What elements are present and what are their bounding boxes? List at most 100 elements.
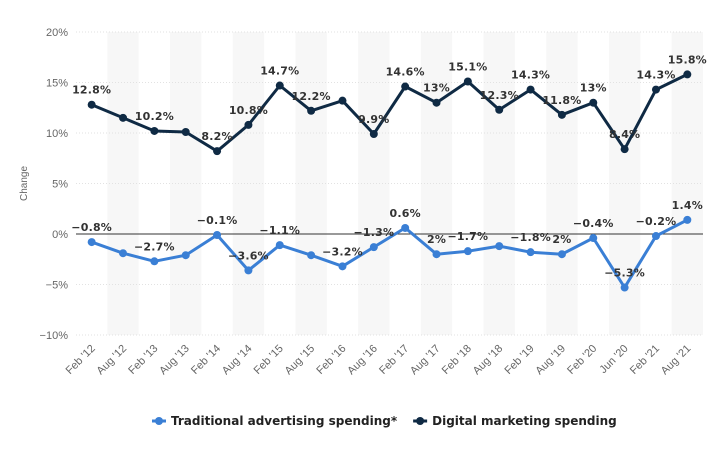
data-point[interactable] [589, 98, 598, 107]
data-point[interactable] [275, 241, 284, 250]
x-tick-label: Feb '16 [314, 343, 348, 377]
data-point[interactable] [338, 262, 347, 271]
data-label: 14.6% [386, 66, 425, 79]
data-point[interactable] [432, 250, 441, 259]
x-tick-label: Feb '17 [377, 343, 411, 377]
data-point[interactable] [683, 70, 692, 79]
data-point[interactable] [150, 126, 159, 135]
x-tick-label: Aug '16 [345, 343, 380, 378]
band [295, 32, 327, 335]
series-line-1 [90, 72, 689, 153]
data-point[interactable] [401, 82, 410, 91]
data-point[interactable] [307, 251, 316, 260]
data-label: 14.3% [511, 69, 550, 82]
data-point[interactable] [275, 81, 284, 90]
x-tick-label: Feb '18 [440, 343, 474, 377]
data-point[interactable] [526, 85, 535, 94]
data-label: −0.2% [636, 215, 677, 228]
band [232, 32, 265, 335]
data-label: 15.1% [448, 60, 487, 73]
legend-item-label[interactable]: Digital marketing spending [432, 414, 617, 428]
data-label: −3.2% [322, 245, 363, 258]
gridlines [76, 31, 703, 336]
y-tick-label: 20% [46, 27, 68, 39]
data-point[interactable] [620, 283, 629, 292]
data-point[interactable] [463, 77, 472, 86]
data-point[interactable] [244, 266, 253, 275]
data-label: −0.8% [71, 221, 112, 234]
x-tick-label: Aug '19 [533, 343, 568, 378]
data-label: 13% [580, 82, 607, 95]
data-label: 2% [552, 233, 571, 246]
data-point[interactable] [181, 127, 190, 136]
data-point[interactable] [620, 145, 629, 154]
y-tick-label: 0% [52, 229, 68, 241]
data-label: 14.3% [636, 69, 675, 82]
data-point[interactable] [369, 130, 378, 139]
x-tick-label: Feb '15 [252, 343, 286, 377]
data-point[interactable] [87, 238, 96, 247]
y-axis-label: Change [19, 166, 30, 201]
data-point[interactable] [119, 113, 128, 122]
data-point[interactable] [526, 248, 535, 257]
data-point[interactable] [213, 147, 222, 156]
series-line-0 [90, 218, 689, 289]
legend-swatch-dot [155, 417, 163, 425]
y-axis-ticks: −10% −5% 0% 5% 10% 15% 20% [40, 27, 69, 342]
x-tick-label: Aug '21 [659, 343, 694, 378]
data-point[interactable] [495, 105, 504, 114]
data-point[interactable] [244, 120, 253, 129]
data-label: 8.4% [609, 128, 640, 141]
data-point[interactable] [119, 249, 128, 258]
data-point[interactable] [369, 243, 378, 252]
data-point[interactable] [683, 215, 692, 224]
data-label: 9.9% [358, 113, 389, 126]
data-point[interactable] [338, 96, 347, 105]
x-tick-label: Feb '20 [565, 343, 599, 377]
data-label: 2% [427, 233, 446, 246]
x-tick-label: Feb '12 [64, 343, 98, 377]
data-label: 12.8% [72, 84, 111, 97]
data-point[interactable] [401, 223, 410, 232]
data-label: 13% [423, 82, 450, 95]
y-tick-label: −10% [40, 330, 69, 342]
data-point[interactable] [651, 232, 660, 241]
data-point[interactable] [651, 85, 660, 94]
data-label: 1.4% [672, 199, 703, 212]
data-label: −1.8% [510, 231, 551, 244]
data-point[interactable] [307, 106, 316, 115]
band [546, 32, 578, 335]
y-tick-label: 5% [52, 179, 68, 191]
x-tick-label: Feb '19 [503, 343, 537, 377]
data-point[interactable] [557, 250, 566, 259]
data-point[interactable] [150, 257, 159, 266]
y-tick-label: 10% [46, 128, 68, 140]
data-label: 15.8% [668, 53, 707, 66]
data-label: 8.2% [201, 130, 232, 143]
y-tick-label: 15% [46, 78, 68, 90]
data-point[interactable] [213, 231, 222, 240]
data-point[interactable] [495, 242, 504, 251]
data-point[interactable] [557, 110, 566, 119]
data-label: −1.1% [259, 224, 300, 237]
data-label: 12.3% [480, 89, 519, 102]
data-point[interactable] [589, 234, 598, 243]
data-label: −3.6% [228, 249, 269, 262]
x-tick-label: Aug '12 [95, 343, 130, 378]
x-tick-label: Feb '14 [189, 343, 223, 377]
data-label: −5.3% [604, 267, 645, 280]
data-point[interactable] [463, 247, 472, 256]
legend-swatch-dot [416, 417, 425, 425]
data-point[interactable] [432, 98, 441, 107]
data-label: 11.8% [542, 94, 581, 107]
data-point[interactable] [181, 251, 190, 260]
legend-item-label[interactable]: Traditional advertising spending* [171, 414, 398, 428]
legend: Traditional advertising spending* Digital… [152, 414, 617, 428]
data-label: 12.2% [292, 90, 331, 103]
data-point[interactable] [87, 100, 96, 109]
x-tick-label: Aug '15 [283, 343, 318, 378]
x-tick-label: Aug '14 [220, 343, 255, 378]
